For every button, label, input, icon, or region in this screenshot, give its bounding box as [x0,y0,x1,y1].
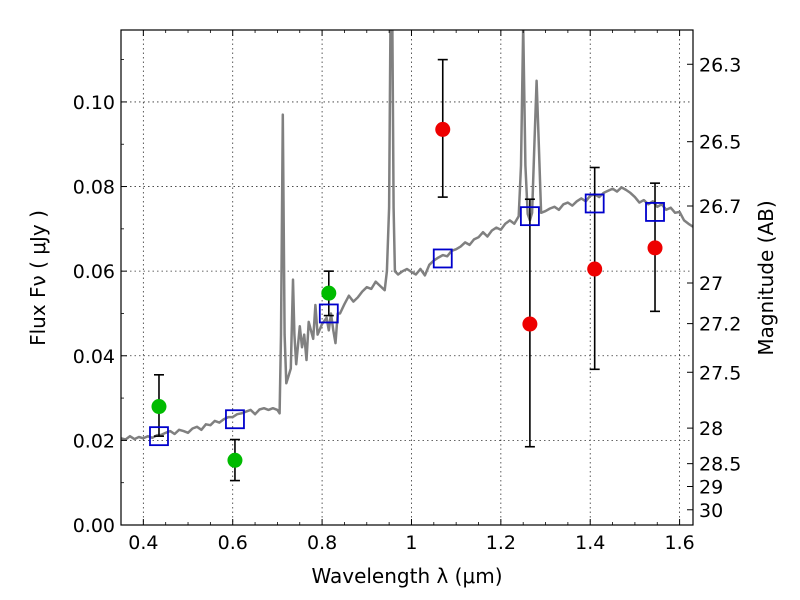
red-data-point [587,261,603,277]
red-data-point [522,316,538,332]
x-tick-label: 1.2 [486,532,516,554]
y-axis-right-label: Magnitude (AB) [754,200,778,355]
plot-frame [120,29,694,526]
x-axis-label-text: Wavelength λ (μm) [311,564,502,588]
axis-ticks: 0.4 0.6 0.8 1 1.2 1.4 1.6 0.00 0.02 0.04 0.06 0.08 0… [73,30,741,554]
x-tick-label: 1.4 [575,532,605,554]
x-axis-label: Wavelength λ (μm) [311,564,502,588]
mag-tick-label: 28 [699,418,723,440]
mag-tick-label: 29 [699,477,723,499]
model-photometry-square [149,426,169,447]
green-data-point [321,285,337,301]
y-tick-label: 0.00 [73,515,115,537]
y-tick-label: 0.04 [73,346,115,368]
mag-tick-label: 26.5 [699,132,741,154]
mag-tick-label: 27 [699,273,723,295]
x-tick-label: 0.6 [218,532,248,554]
red-data-point [647,240,663,256]
x-tick-label: 1 [405,532,417,554]
sed-model-line [121,30,693,441]
model-photometry-square [645,202,665,222]
y-tick-label: 0.08 [73,177,115,199]
y-tick-label: 0.06 [73,261,115,283]
mag-tick-label: 30 [699,500,723,522]
y-tick-label: 0.02 [73,430,115,452]
grid-lines [121,30,693,526]
mag-tick-label: 27.5 [699,362,741,384]
x-tick-label: 0.8 [307,532,337,554]
y-axis-right-label-text: Magnitude (AB) [754,200,778,355]
y-tick-label: 0.10 [73,92,115,114]
model-photometry-square [225,409,245,430]
mag-tick-label: 27.2 [699,314,741,336]
x-tick-label: 1.6 [664,532,694,554]
green-data-point [227,452,243,468]
model-photometry-square [318,303,339,324]
mag-tick-label: 26.3 [699,54,741,76]
y-axis-label-text: Flux Fν ( μJy ) [26,210,50,346]
mag-tick-label: 28.5 [699,454,741,476]
model-photometry-square [519,206,540,227]
model-photometry-square [432,248,453,269]
model-photometry-square [584,193,605,214]
plot-area [121,30,693,482]
x-tick-label: 0.4 [128,532,158,554]
red-data-point [435,121,451,137]
mag-tick-label: 26.7 [699,196,741,218]
y-axis-label: Flux Fν ( μJy ) [26,210,50,346]
green-data-point [151,399,167,415]
